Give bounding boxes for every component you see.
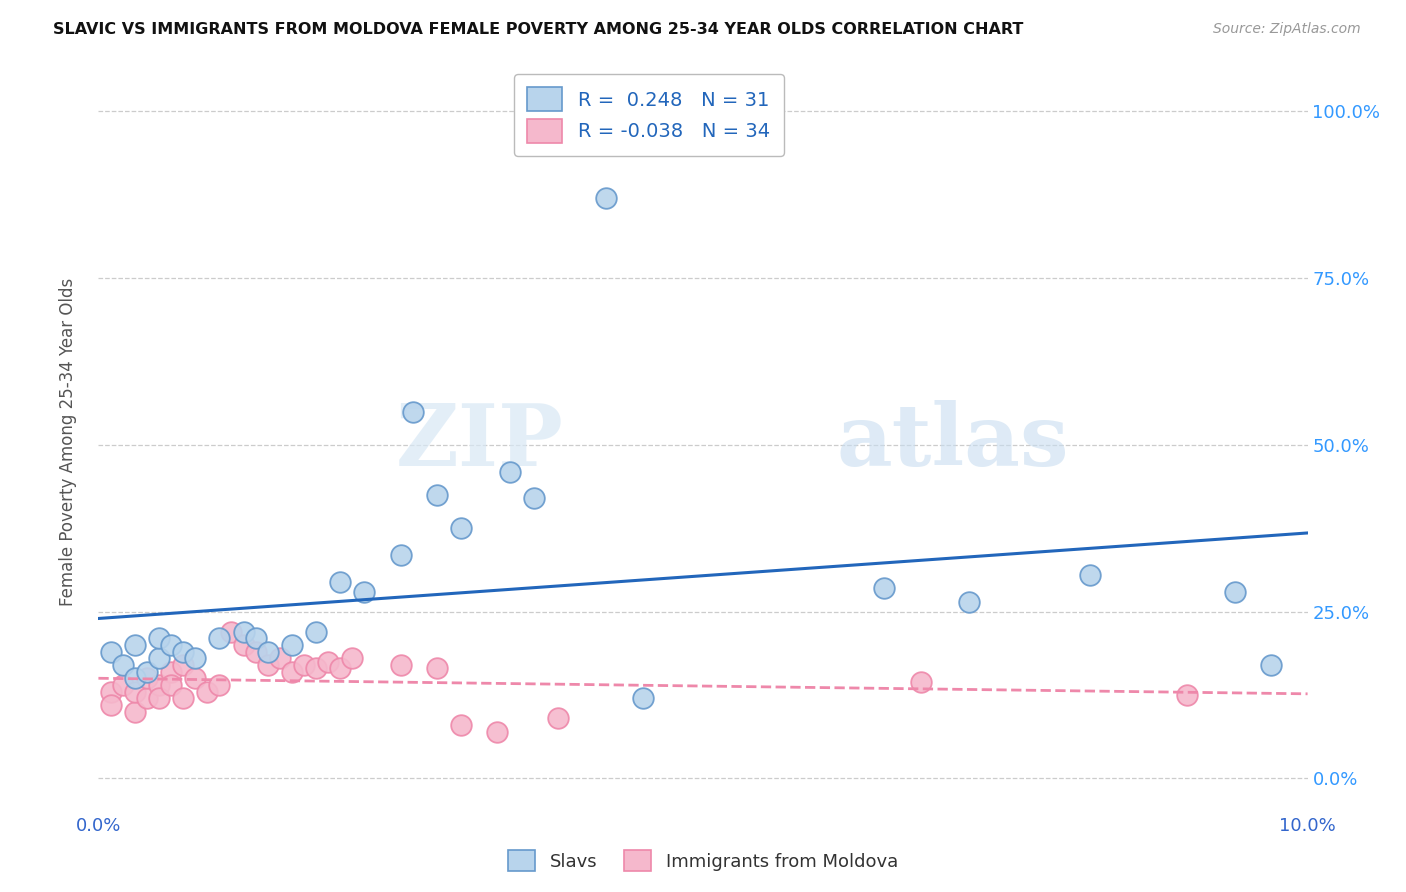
Point bbox=[498, 465, 520, 479]
Point bbox=[135, 691, 157, 706]
Point bbox=[100, 684, 122, 698]
Point bbox=[873, 582, 896, 596]
Point bbox=[292, 657, 315, 672]
Point bbox=[172, 657, 194, 672]
Point bbox=[221, 624, 243, 639]
Point bbox=[160, 638, 183, 652]
Point bbox=[342, 651, 364, 665]
Point bbox=[353, 584, 375, 599]
Point bbox=[148, 651, 170, 665]
Point bbox=[232, 624, 254, 639]
Point bbox=[232, 638, 254, 652]
Point bbox=[523, 491, 546, 506]
Point bbox=[450, 718, 472, 732]
Point bbox=[135, 665, 157, 679]
Point bbox=[269, 651, 291, 665]
Point bbox=[100, 645, 122, 659]
Point bbox=[1078, 568, 1101, 582]
Point bbox=[305, 661, 328, 675]
Point bbox=[426, 661, 449, 675]
Point bbox=[486, 724, 509, 739]
Point bbox=[172, 645, 194, 659]
Point bbox=[305, 624, 328, 639]
Point bbox=[256, 657, 278, 672]
Point bbox=[111, 678, 134, 692]
Point bbox=[184, 651, 207, 665]
Text: Source: ZipAtlas.com: Source: ZipAtlas.com bbox=[1213, 22, 1361, 37]
Point bbox=[281, 638, 304, 652]
Point bbox=[1260, 657, 1282, 672]
Point bbox=[595, 191, 617, 205]
Point bbox=[172, 691, 194, 706]
Text: atlas: atlas bbox=[837, 400, 1069, 483]
Point bbox=[245, 632, 267, 646]
Point bbox=[148, 632, 170, 646]
Text: SLAVIC VS IMMIGRANTS FROM MOLDOVA FEMALE POVERTY AMONG 25-34 YEAR OLDS CORRELATI: SLAVIC VS IMMIGRANTS FROM MOLDOVA FEMALE… bbox=[53, 22, 1024, 37]
Point bbox=[957, 594, 980, 608]
Point bbox=[1223, 584, 1246, 599]
Point bbox=[402, 404, 425, 418]
Point bbox=[160, 665, 183, 679]
Point bbox=[389, 657, 412, 672]
Point bbox=[281, 665, 304, 679]
Y-axis label: Female Poverty Among 25-34 Year Olds: Female Poverty Among 25-34 Year Olds bbox=[59, 277, 77, 606]
Point bbox=[631, 691, 654, 706]
Point bbox=[208, 678, 231, 692]
Point bbox=[389, 548, 412, 562]
Point bbox=[316, 655, 339, 669]
Point bbox=[160, 678, 183, 692]
Text: ZIP: ZIP bbox=[396, 400, 564, 483]
Point bbox=[195, 684, 218, 698]
Point bbox=[124, 671, 146, 685]
Legend: Slavs, Immigrants from Moldova: Slavs, Immigrants from Moldova bbox=[501, 843, 905, 879]
Point bbox=[124, 705, 146, 719]
Point bbox=[208, 632, 231, 646]
Point bbox=[910, 674, 932, 689]
Point bbox=[135, 671, 157, 685]
Point bbox=[426, 488, 449, 502]
Point bbox=[148, 678, 170, 692]
Point bbox=[329, 661, 352, 675]
Point bbox=[111, 657, 134, 672]
Legend: R =  0.248   N = 31, R = -0.038   N = 34: R = 0.248 N = 31, R = -0.038 N = 34 bbox=[513, 74, 783, 156]
Point bbox=[450, 521, 472, 535]
Point bbox=[256, 645, 278, 659]
Point bbox=[547, 711, 569, 725]
Point bbox=[100, 698, 122, 712]
Point bbox=[1175, 688, 1198, 702]
Point bbox=[124, 684, 146, 698]
Point bbox=[184, 671, 207, 685]
Point bbox=[148, 691, 170, 706]
Point bbox=[329, 574, 352, 589]
Point bbox=[124, 638, 146, 652]
Point bbox=[245, 645, 267, 659]
